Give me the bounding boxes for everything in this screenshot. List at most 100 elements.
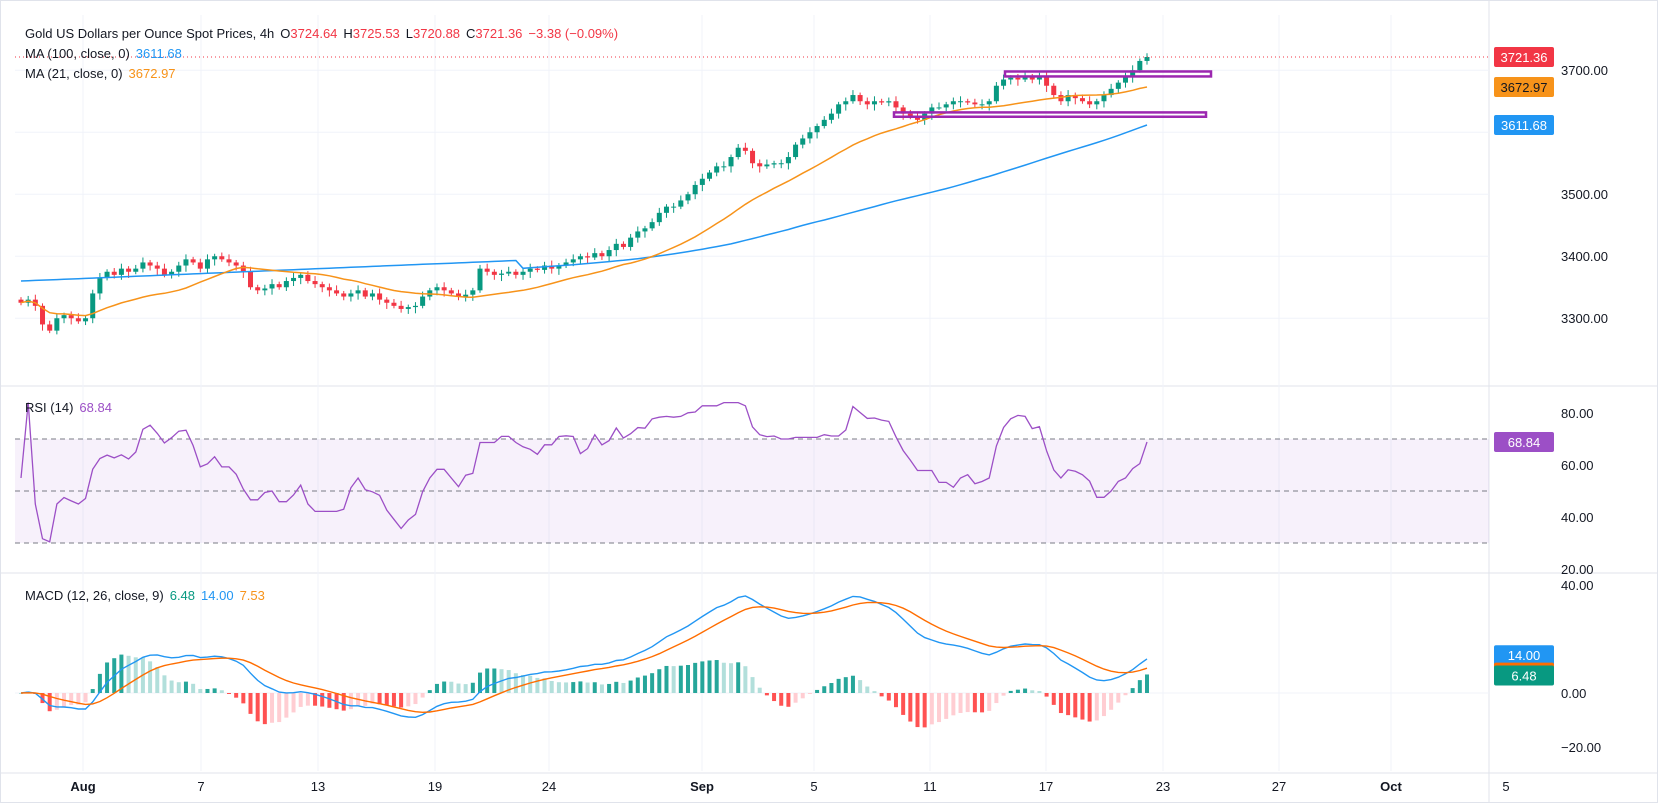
ma21-tag-bg <box>1494 77 1554 98</box>
macd-hist-bar <box>671 666 676 693</box>
candle-body <box>348 293 354 297</box>
candle-body <box>262 288 268 291</box>
candle-body <box>269 284 275 289</box>
macd-hist-bar <box>155 667 160 693</box>
candle-body <box>499 273 505 275</box>
candle-body <box>283 281 289 288</box>
macd-hist-bar <box>270 693 275 723</box>
candle-body <box>857 95 863 102</box>
candle-body <box>563 262 569 266</box>
macd-hist-bar <box>284 693 289 718</box>
candle-body <box>900 107 906 114</box>
ma100-line <box>20 124 1148 282</box>
macd-hist-bar <box>1015 689 1020 693</box>
ma100-value: 3611.68 <box>135 46 182 61</box>
macd-hist-bar <box>413 693 418 705</box>
x-tick-label: 19 <box>428 779 442 794</box>
macd-tick-label: 0.00 <box>1561 686 1586 701</box>
macd-hist-bar <box>635 677 640 693</box>
last-price-tag-bg <box>1494 47 1554 67</box>
ma21-tag: 3672.97 <box>1501 80 1548 95</box>
candle-body <box>97 277 103 294</box>
candle-body <box>678 200 684 207</box>
candle-body <box>671 206 677 208</box>
candle-body <box>886 101 892 103</box>
macd-hist-bar <box>1030 690 1035 693</box>
macd-legend: MACD (12, 26, close, 9) 6.48 14.00 7.53 <box>25 587 271 604</box>
candle-body <box>54 318 60 331</box>
macd-hist-bar <box>700 661 705 693</box>
candle-body <box>197 262 203 269</box>
candle-body <box>405 307 411 309</box>
macd-hist-bar <box>248 693 253 714</box>
candle-body <box>986 101 992 105</box>
candle-body <box>384 299 390 303</box>
macd-hist-bar <box>119 654 124 693</box>
ma21-value: 3672.97 <box>128 66 176 81</box>
candle-body <box>291 277 297 282</box>
candle-body <box>914 116 920 120</box>
candle-body <box>642 228 648 232</box>
candle-body <box>778 163 784 165</box>
macd-hist-bar <box>836 678 841 693</box>
candle-body <box>1072 95 1078 99</box>
macd-hist-bar <box>83 693 88 703</box>
rsi-tick-label: 60.00 <box>1561 458 1594 473</box>
macd-hist-bar <box>226 693 231 694</box>
macd-hist-bar <box>341 693 346 711</box>
macd-hist-bar <box>162 675 167 693</box>
candle-body <box>814 126 820 133</box>
candle-body <box>305 274 311 282</box>
macd-hist-bar <box>987 693 992 711</box>
candle-body <box>520 271 526 275</box>
low-value: 3720.88 <box>413 26 461 41</box>
candle-body <box>341 293 347 297</box>
candle-body <box>506 271 512 274</box>
macd-hist-bar <box>463 684 468 693</box>
macd-hist-bar <box>1123 693 1128 696</box>
candle-body <box>1044 76 1050 86</box>
macd-hist-bar <box>886 693 891 701</box>
x-tick-label: 17 <box>1039 779 1053 794</box>
macd-hist-bar <box>1073 693 1078 718</box>
hist-value: 7.53 <box>239 588 265 603</box>
macd-hist-bar <box>1058 693 1063 714</box>
candle-body <box>635 231 641 238</box>
candle-body <box>556 265 562 269</box>
candle-body <box>1087 101 1093 105</box>
candle-body <box>879 101 885 103</box>
candle-body <box>412 305 418 308</box>
ma100-tag-bg <box>1494 115 1554 136</box>
candle-body <box>40 305 46 325</box>
candle-body <box>793 144 799 158</box>
macd-hist-bar <box>965 693 970 713</box>
macd-hist-bar <box>994 693 999 704</box>
macd-hist-bar <box>1130 688 1135 693</box>
macd-hist-bar <box>370 693 375 704</box>
macd-hist-bar <box>743 666 748 693</box>
candle-body <box>585 256 591 258</box>
candle-body <box>692 184 698 195</box>
candle-body <box>599 253 605 257</box>
x-tick-label: Aug <box>70 779 95 794</box>
price-tick-label: 3400.00 <box>1561 249 1608 264</box>
rsi-tick-label: 20.00 <box>1561 562 1594 577</box>
macd-hist-bar <box>764 693 769 696</box>
candle-body <box>1015 77 1021 80</box>
macd-hist-bar <box>614 681 619 693</box>
rsi-label: RSI (14) <box>25 400 74 415</box>
candle-body <box>448 290 454 294</box>
x-tick-label: Oct <box>1380 779 1402 794</box>
macd-hist-bar <box>1051 693 1056 705</box>
macd-hist-bar <box>915 693 920 728</box>
candle-body <box>391 302 397 306</box>
candle-body <box>147 262 153 266</box>
macd-hist-bar <box>1116 693 1121 703</box>
macd-hist-bar <box>456 683 461 693</box>
rsi-value: 68.84 <box>79 400 112 415</box>
candle-body <box>979 104 985 106</box>
rsi-legend: RSI (14) 68.84 <box>25 399 118 416</box>
rsi-tick-label: 80.00 <box>1561 406 1594 421</box>
ma21-legend: MA (21, close, 0) 3672.97 <box>25 65 182 82</box>
